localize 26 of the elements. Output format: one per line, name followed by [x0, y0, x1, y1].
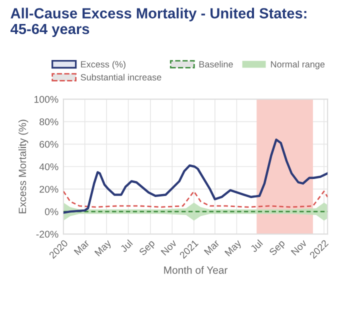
y-tick-label: -20%: [36, 230, 58, 238]
y-axis-title: Excess Mortality (%): [18, 120, 28, 214]
y-tick-label: 40%: [39, 163, 58, 170]
line-series: [63, 190, 328, 208]
x-tick-label: Sep: [138, 239, 157, 258]
x-tick-label: Mar: [204, 239, 220, 256]
legend-label: Substantial increase: [80, 74, 162, 80]
y-tick-label: 80%: [40, 118, 58, 126]
x-tick-label: Jul: [250, 239, 264, 253]
legend-label: Excess (%): [81, 60, 126, 70]
y-tick-label: 60%: [40, 140, 58, 148]
x-tick-label: Jul: [120, 239, 133, 253]
x-tick-label: Sep: [268, 239, 287, 258]
x-tick-label: Mar: [74, 239, 90, 256]
x-tick-label: May: [224, 239, 244, 258]
y-tick-label: 100%: [34, 96, 58, 103]
x-tick-label: May: [94, 239, 113, 258]
y-tick-label: 0%: [44, 208, 58, 216]
x-tick-label: Nov: [160, 239, 178, 256]
x-axis-title: Month of Year: [164, 266, 228, 274]
line-series: [63, 138, 328, 214]
chart-title: All-Cause Excess Mortality - United States: 45-64 years: [10, 8, 306, 38]
legend-label: Normal range: [271, 60, 325, 70]
legend-label: Baseline: [199, 60, 233, 68]
y-tick-label: 20%: [40, 186, 58, 193]
x-tick-label: Nov: [290, 239, 308, 256]
